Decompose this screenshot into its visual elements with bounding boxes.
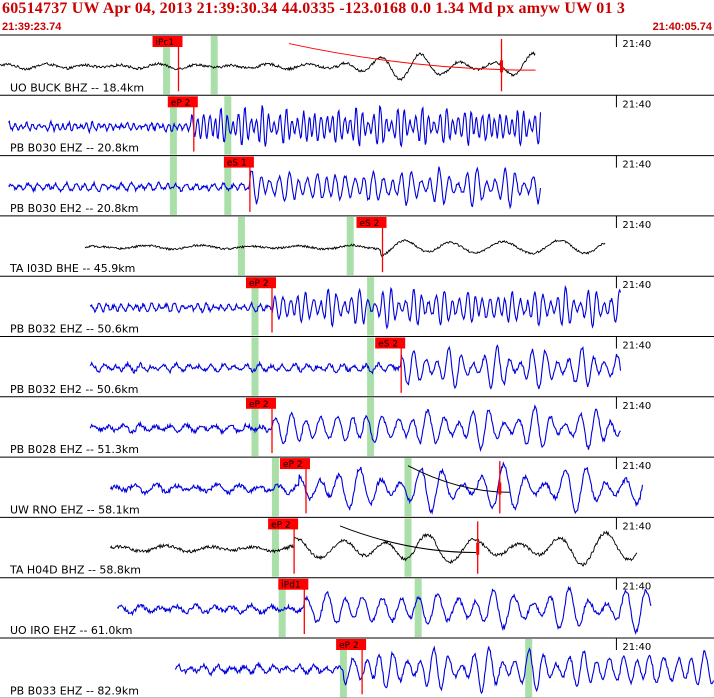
waveform-trace	[8, 104, 542, 148]
waveform-trace	[8, 166, 542, 210]
phase-pick-tag	[246, 397, 276, 409]
minute-tick-label: 21:40	[622, 642, 651, 653]
waveform-trace	[0, 51, 536, 82]
analysis-window-bar	[367, 277, 375, 336]
analysis-window-bar	[251, 337, 259, 396]
traces-layer	[0, 51, 714, 695]
phase-pick-label: iPc1	[156, 38, 175, 48]
waveform-trace	[110, 530, 638, 567]
analysis-window-bar	[210, 36, 218, 95]
phase-pick-tag	[152, 36, 183, 47]
minute-tick-label: 21:40	[622, 160, 651, 171]
station-label: TA H04D BHZ -- 58.8km	[9, 564, 141, 577]
station-label: PB B030 EH2 -- 20.8km	[10, 202, 138, 215]
phase-pick-label: iPd1	[281, 581, 300, 591]
phase-pick-label: eS 2	[378, 340, 398, 350]
waveform-trace	[109, 461, 644, 515]
station-label: PB B033 EHZ -- 82.9km	[10, 684, 139, 697]
station-label: PB B032 EHZ -- 50.6km	[10, 323, 139, 336]
minute-tick-label: 21:40	[622, 220, 651, 231]
phase-pick-label: eP 2	[271, 520, 291, 530]
station-label: PB B032 EH2 -- 50.6km	[10, 383, 138, 396]
phase-pick-label: eP 2	[249, 279, 269, 289]
waveform-trace	[116, 585, 652, 636]
analysis-window-bar	[224, 96, 232, 155]
phase-pick-tag	[167, 96, 198, 108]
analysis-window-bar	[278, 578, 286, 637]
grid-layer	[0, 34, 714, 698]
phase-pick-tag	[268, 518, 299, 530]
phase-pick-label: eP 2	[171, 98, 191, 108]
phase-pick-label: eP 2	[249, 400, 269, 410]
phase-pick-tag	[278, 578, 309, 590]
analysis-window-bar	[271, 518, 279, 577]
waveform-trace	[89, 284, 622, 330]
labels-layer: 21:40 UO BUCK BHZ -- 18.4km 21:40 PB B030 E…	[9, 39, 651, 697]
phase-pick-tag	[375, 337, 406, 349]
analysis-window-bar	[525, 639, 533, 698]
waveform-trace	[84, 239, 606, 258]
analysis-window-bar	[251, 277, 259, 336]
minute-tick-label: 21:40	[622, 401, 651, 412]
analysis-window-bar	[271, 458, 279, 517]
analysis-window-bar	[224, 156, 232, 215]
minute-tick-label: 21:40	[622, 521, 651, 532]
minute-tick-label: 21:40	[622, 280, 651, 291]
event-header-title: 60514737 UW Apr 04, 2013 21:39:30.34 44.…	[2, 0, 626, 17]
analysis-window-bar	[237, 216, 245, 276]
phase-pick-tag	[280, 458, 310, 470]
minute-tick-label: 21:40	[622, 341, 651, 352]
analysis-window-bar	[169, 156, 177, 215]
waveform-trace	[89, 404, 621, 453]
minute-tick-label: 21:40	[622, 99, 651, 110]
phase-pick-tag	[223, 156, 254, 168]
phase-pick-label: eS 2	[360, 219, 380, 229]
station-label: UO IRO EHZ -- 61.0km	[10, 624, 133, 637]
station-label: TA I03D BHE -- 45.9km	[9, 262, 135, 275]
phase-pick-tag	[336, 639, 367, 650]
coda-curve	[288, 43, 536, 71]
station-label: UO BUCK BHZ -- 18.4km	[10, 81, 144, 94]
station-label: PB B028 EHZ -- 51.3km	[10, 443, 139, 456]
phase-pick-tag	[246, 277, 276, 289]
phase-pick-marker	[498, 482, 502, 495]
analysis-window-bar	[163, 36, 171, 95]
phase-pick-tag	[356, 216, 387, 228]
analysis-window-bar	[414, 578, 422, 637]
analysis-window-bar	[404, 518, 412, 577]
analysis-window-bar	[251, 397, 259, 457]
phase-pick-marker	[476, 542, 480, 555]
picks-layer: iPc1 eP 2 eS 1 eS 2 eP 2 eS 2 eP 2 eP 2 eP 2 iPd1…	[152, 36, 536, 695]
station-label: UW RNO EHZ -- 58.1km	[10, 503, 140, 516]
phase-pick-label: eP 2	[283, 460, 303, 470]
minute-tick-label: 21:40	[622, 461, 651, 472]
phase-pick-label: eP 2	[339, 641, 359, 651]
start-time-label: 21:39:23.74	[2, 21, 62, 33]
phase-pick-marker	[500, 60, 503, 73]
analysis-window-bar	[367, 337, 375, 396]
phase-pick-label: eS 1	[227, 159, 247, 169]
minute-tick-label: 21:40	[622, 39, 651, 50]
coda-curve	[339, 525, 477, 554]
analysis-window-bar	[339, 639, 347, 698]
minute-tick-label: 21:40	[622, 582, 651, 593]
station-label: PB B030 EHZ -- 20.8km	[10, 142, 139, 155]
end-time-label: 21:40:05.74	[652, 21, 712, 33]
analysis-window-bar	[404, 458, 412, 517]
analysis-windows-layer	[163, 36, 533, 698]
waveform-trace	[89, 344, 622, 390]
waveform-trace	[174, 645, 714, 695]
